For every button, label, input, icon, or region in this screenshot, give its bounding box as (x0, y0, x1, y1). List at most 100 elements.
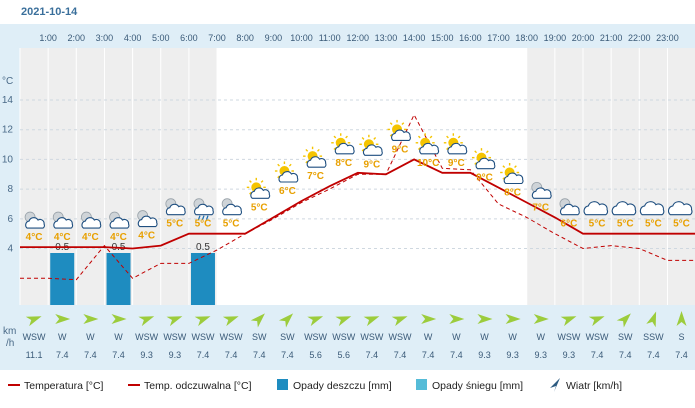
y-tick-label: 12 (2, 125, 14, 136)
wind-direction: SW (280, 332, 295, 342)
wind-arrow-shape (138, 316, 155, 327)
sun-ray (277, 175, 280, 179)
temp-label: 9°C (363, 159, 380, 170)
wind-speed: 9.3 (506, 350, 519, 360)
wind-speed: 7.4 (112, 350, 125, 360)
wind-arrow (505, 314, 521, 324)
cloud-shape (334, 142, 355, 155)
hour-label: 23:00 (656, 33, 679, 43)
cloud-shape (583, 201, 609, 216)
legend-box-swatch (416, 379, 427, 390)
forecast-date: 2021-10-14 (21, 6, 78, 18)
wind-direction: SW (252, 332, 267, 342)
partly-sunny-icon (443, 133, 468, 155)
cloud-shape (531, 187, 552, 199)
temp-label: 7°C (307, 171, 324, 182)
wind-direction: W (537, 332, 546, 342)
wind-arrow-shape (278, 313, 294, 328)
night-cloudy-icon (109, 211, 130, 229)
wind-speed: 7.4 (619, 350, 632, 360)
temp-label: 5°C (673, 219, 690, 230)
wind-direction: WSW (23, 332, 46, 342)
hour-label: 5:00 (152, 33, 170, 43)
time-band (639, 48, 668, 305)
wind-arrow (533, 314, 549, 324)
time-band (667, 48, 695, 305)
partly-sunny-icon (387, 119, 411, 141)
night-cloudy-rain-icon (193, 198, 214, 220)
temp-label: 6°C (561, 219, 578, 230)
wind-arrow-shape (533, 314, 549, 324)
wind-direction: WSW (191, 332, 214, 342)
wind-arrow (646, 311, 657, 328)
cloud-shape (447, 142, 468, 155)
time-axis-panel (20, 24, 695, 48)
temp-label: 6°C (279, 186, 296, 197)
cloud-shape (503, 172, 524, 185)
wind-direction: WSW (360, 332, 383, 342)
wind-arrow (335, 316, 352, 327)
rain-drop (201, 215, 205, 220)
wind-arrow (83, 314, 99, 324)
cloud-shape (278, 171, 299, 183)
sun-ray (514, 165, 517, 169)
time-band (414, 48, 443, 305)
wind-arrow (138, 316, 155, 327)
wind-direction: WSW (220, 332, 243, 342)
hour-label: 20:00 (572, 33, 595, 43)
time-band (132, 48, 161, 305)
cloud-shape (53, 217, 74, 229)
sun-ray (417, 135, 421, 139)
sun-ray (457, 135, 461, 139)
wind-arrow (449, 314, 465, 324)
wind-arrow (391, 316, 408, 327)
rain-value-label: 0.5 (196, 242, 210, 253)
sun-ray (305, 148, 309, 152)
wind-speed: 7.4 (281, 350, 294, 360)
y-axis-panel (0, 24, 20, 370)
y-tick-label: 6 (7, 214, 13, 225)
temp-label: 4°C (138, 231, 155, 242)
sun-ray (474, 150, 478, 154)
night-cloudy-icon (221, 198, 243, 216)
legend-label: Opady deszczu [mm] (293, 380, 392, 392)
wind-arrow (421, 314, 437, 324)
wind-direction: S (679, 332, 685, 342)
cloud-shape (222, 203, 243, 216)
wind-arrow (278, 313, 294, 328)
temp-label: 4°C (82, 232, 99, 243)
cloud-shape (306, 156, 327, 168)
sun-ray (429, 135, 433, 139)
wind-direction: SSW (643, 332, 664, 342)
cloud-shape (25, 217, 45, 229)
cloudy-icon (583, 201, 609, 216)
sun-ray (249, 191, 252, 195)
wind-arrow (222, 316, 239, 327)
cloud-shape (668, 201, 693, 216)
time-band (385, 48, 415, 305)
time-band (217, 48, 246, 305)
cloud-shape (391, 129, 411, 141)
wind-unit-label: km (3, 326, 16, 337)
wind-speed: 9.3 (140, 350, 153, 360)
sun-ray (474, 162, 478, 165)
wind-row: WSW11.1W7.4W7.4W7.4WSW9.3WSW9.3WSW7.4WSW… (23, 311, 688, 360)
sun-ray (373, 137, 377, 140)
time-band (357, 48, 386, 305)
hour-label: 6:00 (180, 33, 198, 43)
cloud-shape (194, 203, 214, 216)
wind-arrow (194, 316, 211, 327)
hour-label: 14:00 (403, 33, 426, 43)
cloud-shape (362, 144, 383, 156)
hour-label: 1:00 (39, 33, 57, 43)
wind-arrow-shape (307, 316, 324, 327)
hour-label: 11:00 (319, 33, 341, 43)
rain-drop (205, 215, 209, 220)
wind-speed: 11.1 (26, 350, 43, 360)
night-cloudy-icon (165, 198, 186, 216)
partly-sunny-icon (471, 148, 496, 170)
wind-arrow (676, 311, 687, 326)
rain-value-label: 0.3 (675, 0, 689, 3)
wind-arrow (363, 316, 380, 327)
wind-direction: W (114, 332, 123, 342)
